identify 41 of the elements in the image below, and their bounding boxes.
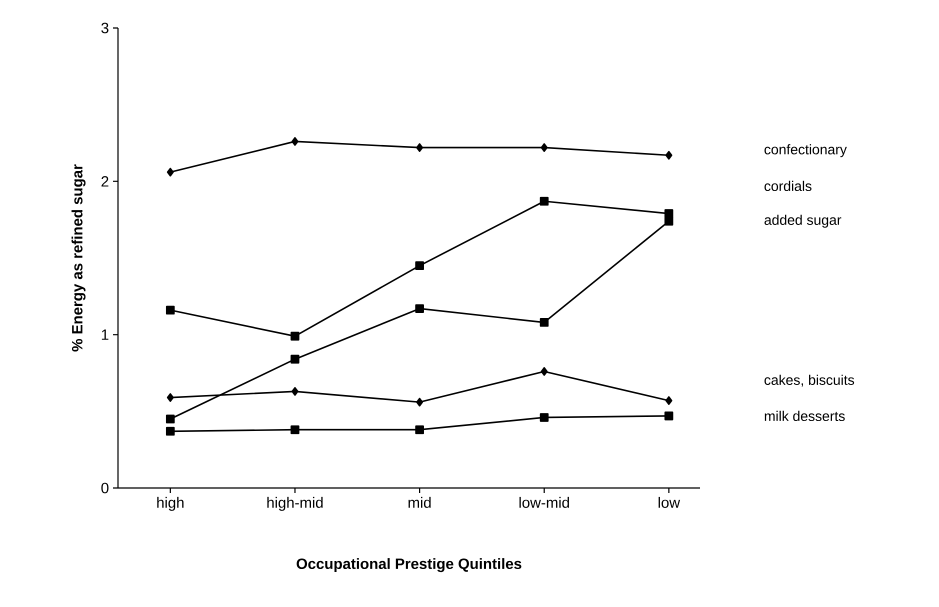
y-tick-label: 1 (102, 330, 108, 340)
x-tick-label: high-mid (267, 496, 323, 511)
x-tick-label: high (157, 496, 184, 511)
text: added sugar (764, 214, 842, 228)
x-tick-label: low-mid (519, 496, 569, 508)
x-axis-title: Occupational Prestige Quintiles (296, 558, 522, 572)
x-tick-label: mid (408, 496, 431, 508)
point (664, 412, 674, 420)
point (665, 396, 672, 405)
point (290, 332, 300, 341)
point (290, 425, 300, 434)
point (416, 398, 424, 407)
point (166, 306, 175, 315)
point (540, 143, 548, 152)
text: confectionary (764, 144, 847, 158)
point (415, 304, 424, 313)
x-tick-label: low (658, 496, 680, 508)
point (290, 354, 300, 364)
y-tick-label: 3 (101, 22, 108, 34)
point (415, 261, 424, 270)
point (291, 137, 298, 146)
point (664, 209, 674, 218)
point (540, 413, 549, 422)
point (416, 143, 424, 152)
point (166, 393, 174, 402)
y-axis-title: % Energy as refined sugar (72, 164, 86, 352)
point (291, 387, 298, 396)
point (665, 150, 672, 160)
point (540, 196, 549, 206)
y-tick-label: 2 (102, 176, 108, 187)
point (166, 414, 175, 424)
point (540, 318, 549, 327)
point (664, 216, 674, 226)
y-tick-label: 0 (101, 482, 108, 494)
point (540, 367, 548, 376)
text: milk desserts (764, 410, 845, 422)
point (166, 168, 174, 177)
text: cordials (764, 180, 812, 192)
point (415, 425, 424, 434)
text: cakes, biscuits (764, 374, 854, 387)
point (166, 426, 175, 436)
